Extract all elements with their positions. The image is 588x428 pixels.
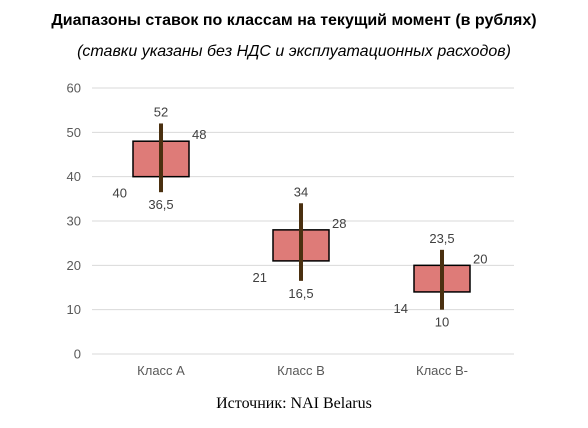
chart-subtitle: (ставки указаны без НДС и эксплуатационн… <box>77 43 511 60</box>
high-value-label: 23,5 <box>429 231 454 246</box>
high-value-label: 52 <box>154 104 168 119</box>
low-value-label: 10 <box>435 315 449 330</box>
x-tick-label: Класс А <box>137 363 185 378</box>
box-low-value-label: 14 <box>394 301 408 316</box>
x-tick-label: Класс В <box>277 363 325 378</box>
chart-source: Источник: NAI Belarus <box>216 395 372 412</box>
range-whisker <box>440 249 444 310</box>
y-tick-label: 60 <box>67 81 81 96</box>
box-high-value-label: 48 <box>192 127 206 142</box>
box-high-value-label: 28 <box>332 216 346 231</box>
chart-title: Диапазоны ставок по классам на текущий м… <box>51 12 537 29</box>
y-tick-label: 0 <box>74 347 81 362</box>
low-value-label: 36,5 <box>148 197 173 212</box>
y-tick-label: 20 <box>67 258 81 273</box>
box-low-value-label: 40 <box>113 186 127 201</box>
y-tick-label: 40 <box>67 169 81 184</box>
x-tick-label: Класс В- <box>416 363 468 378</box>
high-value-label: 34 <box>294 184 308 199</box>
box-low-value-label: 21 <box>253 270 267 285</box>
y-tick-label: 30 <box>67 214 81 229</box>
range-whisker <box>159 123 163 193</box>
y-tick-label: 50 <box>67 125 81 140</box>
range-whisker <box>299 203 303 281</box>
y-tick-label: 10 <box>67 302 81 317</box>
box-high-value-label: 20 <box>473 251 487 266</box>
low-value-label: 16,5 <box>288 286 313 301</box>
